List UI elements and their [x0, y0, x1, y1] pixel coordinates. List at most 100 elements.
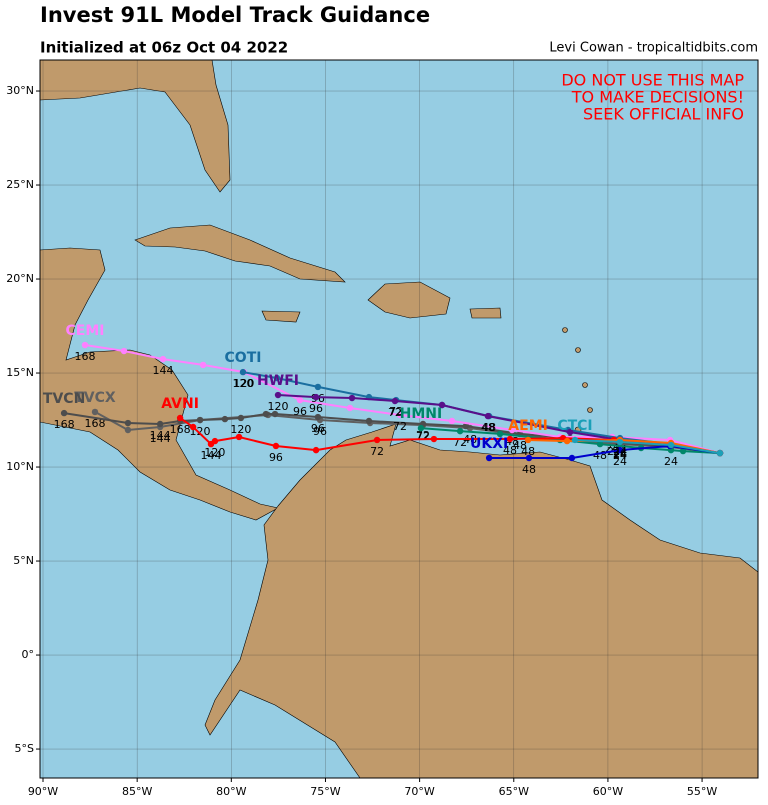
track-point: [485, 454, 493, 462]
cuba: [134, 224, 346, 283]
y-tick-label: 0°: [22, 648, 35, 661]
x-tick-label: 65°W: [499, 785, 529, 798]
track-point: [314, 413, 322, 421]
forecast-hour: 96: [311, 422, 325, 435]
jamaica: [261, 310, 301, 323]
title: Invest 91L Model Track Guidance: [40, 3, 430, 27]
y-tick-label: 5°S: [15, 742, 34, 755]
track-point: [348, 394, 356, 402]
track-name: TVCN: [43, 391, 85, 407]
track-point: [616, 446, 624, 454]
forecast-hour: 24: [664, 455, 678, 468]
forecast-hour: 96: [313, 425, 327, 438]
forecast-hour: 48: [522, 463, 536, 476]
track-point: [448, 417, 456, 425]
x-tick-label: 85°W: [122, 785, 152, 798]
track-point: [524, 436, 532, 444]
x-tick-label: 60°W: [593, 785, 623, 798]
track-point: [616, 438, 624, 446]
track-point: [596, 440, 604, 448]
track-point: [462, 422, 470, 430]
y-tick-label: 20°N: [6, 272, 34, 285]
model-track: 24 48 72 96 120 144 168 TVCN: [43, 391, 724, 461]
forecast-hour: 96: [309, 402, 323, 415]
forecast-hour: 120: [232, 377, 253, 390]
track-point: [430, 435, 438, 443]
forecast-hour: 48: [481, 421, 495, 434]
forecast-hour: 72: [389, 405, 403, 418]
track-point: [237, 414, 245, 422]
forecast-hour: 120: [233, 377, 254, 390]
track-point: [176, 414, 184, 422]
florida-gulf-coast: [40, 60, 231, 193]
island: [575, 347, 581, 353]
track-point: [568, 454, 576, 462]
central-america: [40, 247, 279, 521]
forecast-hour: 24: [613, 449, 627, 462]
track-point: [365, 417, 373, 425]
track-point: [81, 341, 89, 349]
track-name: AEMI: [508, 418, 548, 434]
track-point: [346, 404, 354, 412]
track-name: HWFI: [257, 373, 299, 389]
track-point: [189, 423, 197, 431]
track-point: [196, 416, 204, 424]
y-tick-label: 25°N: [6, 178, 34, 191]
track-point: [273, 374, 281, 382]
grid: [40, 60, 758, 778]
track-point: [156, 420, 164, 428]
forecast-hour: 168: [84, 417, 105, 430]
forecast-hour: 24: [613, 447, 627, 460]
track-point: [396, 411, 404, 419]
track-point: [124, 426, 132, 434]
track-point: [525, 454, 533, 462]
track-point: [484, 412, 492, 420]
track-point: [159, 355, 167, 363]
forecast-hour: 72: [393, 420, 407, 433]
track-point: [124, 419, 132, 427]
forecast-hour: 168: [170, 423, 191, 436]
warning-line: TO MAKE DECISIONS!: [571, 88, 744, 107]
island: [562, 327, 568, 333]
track-point: [456, 427, 464, 435]
track-name: CEMI: [66, 323, 105, 339]
tracks: 24487296120144168TVCX24487296120144168TV…: [43, 323, 724, 476]
model-track: 24 CTCI: [557, 418, 724, 460]
map-frame: [39, 59, 759, 779]
forecast-hour: 48: [482, 421, 496, 434]
track-point: [207, 440, 215, 448]
south-america: [204, 423, 758, 778]
axes: 90°W 85°W 80°W 75°W 70°W 65°W 60°W 55°W 5°S 0° 5°N…: [6, 84, 717, 798]
forecast-hour: 120: [268, 400, 289, 413]
forecast-hour: 96: [269, 451, 283, 464]
y-tick-label: 5°N: [13, 554, 34, 567]
track-point: [391, 397, 399, 405]
y-tick-label: 30°N: [6, 84, 34, 97]
forecast-hour: 168: [75, 350, 96, 363]
track-name: CTCI: [557, 418, 592, 434]
track-point: [716, 449, 724, 457]
forecast-hour: 72: [370, 445, 384, 458]
x-tick-label: 90°W: [28, 785, 58, 798]
island: [582, 382, 588, 388]
hispaniola: [367, 281, 451, 319]
forecast-hour: 48: [503, 444, 517, 457]
track-point: [221, 415, 229, 423]
land: 24487296120144168TVCX24487296120144168TV…: [40, 60, 758, 778]
forecast-hour: 96: [293, 405, 307, 418]
track-point: [506, 435, 514, 443]
track-point: [566, 428, 574, 436]
x-tick-label: 80°W: [216, 785, 246, 798]
track-point: [314, 383, 322, 391]
track-point: [438, 401, 446, 409]
warning-line: DO NOT USE THIS MAP: [561, 71, 744, 90]
track-point: [120, 347, 128, 355]
island: [587, 407, 593, 413]
forecast-hour: 48: [513, 439, 527, 452]
track-name: UKXI: [470, 436, 508, 452]
track-point: [296, 396, 304, 404]
forecast-hour: 144: [200, 449, 221, 462]
